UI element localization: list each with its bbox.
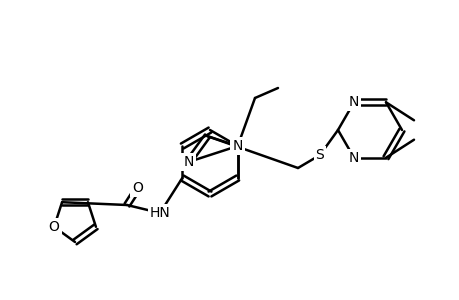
Text: N: N: [348, 95, 358, 109]
Text: O: O: [132, 181, 143, 195]
Text: S: S: [315, 148, 324, 162]
Text: N: N: [183, 155, 193, 169]
Text: N: N: [348, 151, 358, 165]
Text: HN: HN: [149, 206, 170, 220]
Text: O: O: [49, 220, 59, 234]
Text: N: N: [232, 139, 242, 153]
